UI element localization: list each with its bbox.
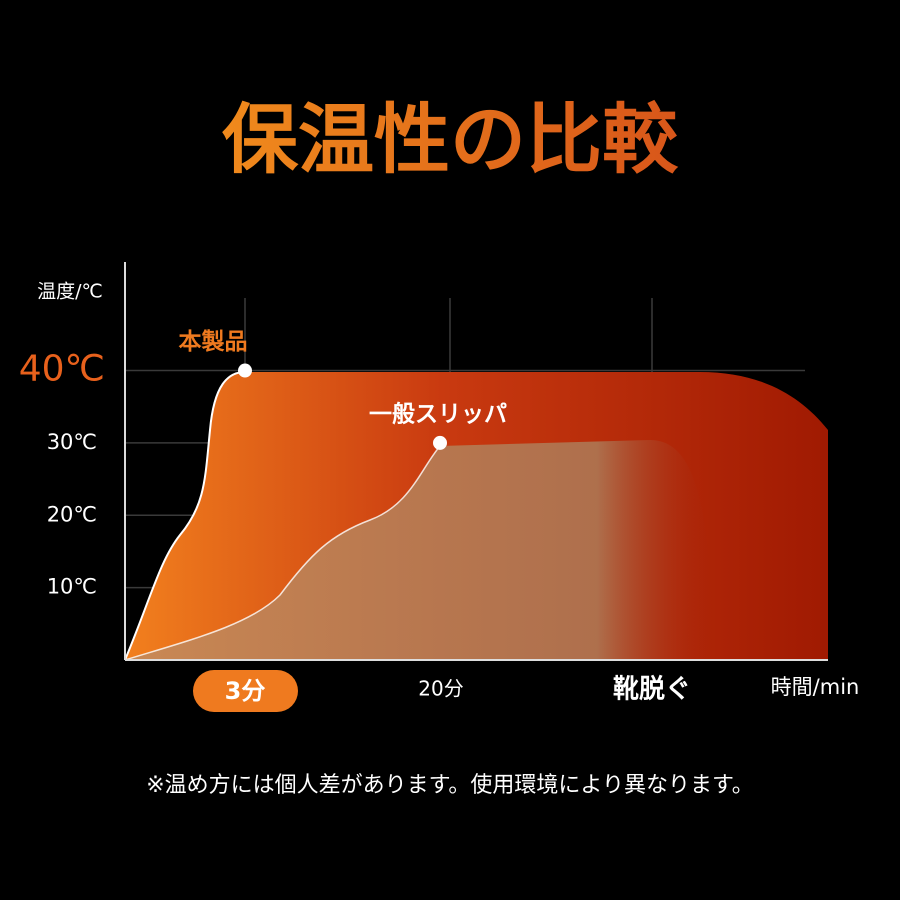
y-axis-label: 温度/℃ — [37, 281, 103, 303]
y-tick-label: 10℃ — [47, 575, 97, 599]
x-tick-label: 3分 — [225, 677, 266, 705]
data-point — [433, 435, 447, 450]
x-axis-label: 時間/min — [771, 675, 860, 699]
curve-outline — [124, 445, 441, 661]
series-label: 一般スリッパ — [369, 400, 507, 427]
series-label: 本製品 — [179, 328, 248, 355]
y-tick-label: 30℃ — [47, 430, 97, 454]
y-tick-label: 40℃ — [19, 349, 105, 390]
note: ※温め方には個人差があります。使用環境により異なります。 — [146, 773, 754, 798]
y-tick-label: 20℃ — [47, 502, 97, 526]
curve-outline — [124, 371, 246, 661]
x-tick-label: 靴脱ぐ — [613, 675, 691, 705]
highlight-pill — [193, 670, 298, 712]
chart-title: 保温性の比較 — [222, 95, 679, 184]
area-slipper — [125, 440, 715, 660]
data-point — [238, 363, 252, 378]
x-tick-label: 20分 — [418, 677, 463, 701]
